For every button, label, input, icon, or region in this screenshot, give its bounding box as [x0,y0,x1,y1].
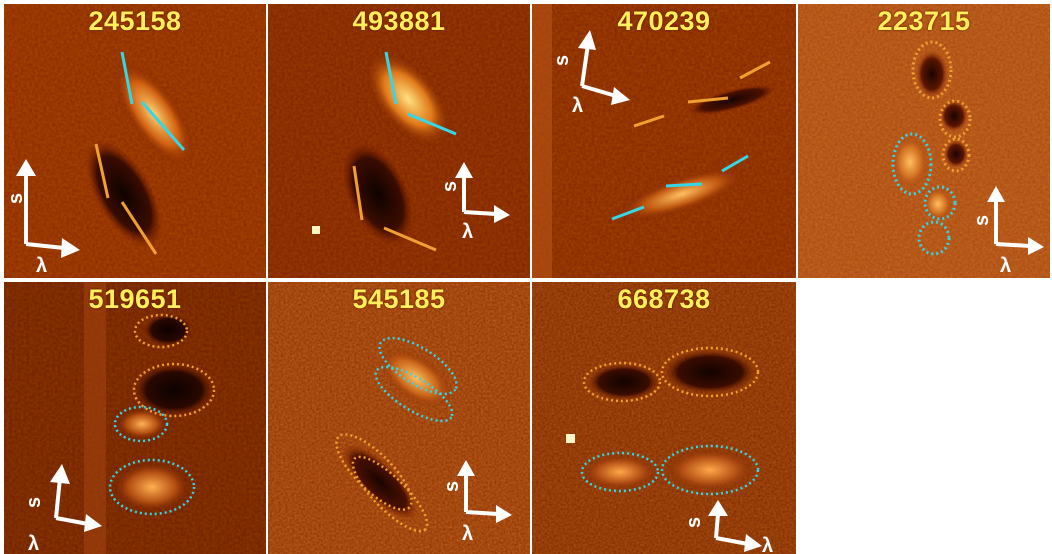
orange-slit-marker [633,114,665,128]
object-id: 493881 [352,6,446,36]
cyan-aperture-marker [113,405,169,443]
panel-668738: s λ 668738 [532,282,796,554]
orange-aperture-marker [938,99,972,139]
object-id: 223715 [877,6,971,36]
cyan-slit-marker [407,112,457,136]
spatial-axis-label: s [971,215,993,226]
wavelength-axis-label: λ [28,533,39,554]
spectrum-image [4,4,266,278]
cyan-aperture-marker [917,220,951,256]
wavelength-axis-label: λ [462,523,473,545]
orange-aperture-marker [941,137,971,173]
orange-aperture-marker [351,455,429,533]
spatial-axis-label: s [23,497,45,508]
orange-slit-marker [687,96,729,104]
orange-slit-marker [739,60,771,80]
orange-aperture-marker [911,40,953,100]
object-id: 668738 [617,284,711,314]
wavelength-axis-label: λ [762,535,773,554]
marker-overlay: s λ [891,40,1044,277]
object-id: 245158 [88,6,182,36]
spatial-axis-label: s [5,193,27,204]
cyan-slit-marker [384,51,398,105]
cyan-aperture-marker [660,444,760,496]
axis-compass [16,159,80,258]
marker-overlay: s λ [580,346,773,554]
axis-compass [987,186,1044,255]
spectrum-image [268,4,530,278]
panel-519651: s λ 519651 [4,282,266,554]
axis-compass [578,30,630,105]
spatial-axis-label: s [439,181,461,192]
wavelength-axis-label: λ [572,95,583,117]
axis-compass [708,500,762,552]
cyan-slit-marker [120,51,134,105]
orange-aperture-marker [660,346,760,398]
marker-overlay: s λ [551,30,771,221]
wavelength-axis-label: λ [36,255,47,277]
spatial-axis-label: s [551,55,573,66]
marker-overlay: s λ [5,51,186,277]
axis-compass [455,162,510,223]
orange-slit-marker [383,226,437,252]
object-id: 470239 [617,6,711,36]
cyan-slit-marker [611,205,645,221]
cyan-slit-marker [140,101,186,151]
cyan-slit-marker [665,182,703,188]
object-id: 545185 [352,284,446,314]
cyan-slit-marker [721,154,749,173]
cyan-aperture-marker [580,451,660,493]
cyan-aperture-marker [108,458,196,516]
cyan-aperture-marker [923,185,957,221]
panel-493881: s λ 493881 [268,4,530,278]
panel-470239: s λ 470239 [532,4,796,278]
spectrum-image [532,282,796,554]
spectrum-image [532,4,796,278]
marker-overlay: s λ [352,51,510,252]
orange-aperture-marker [335,433,413,511]
wavelength-axis-label: λ [462,221,473,243]
spectrum-image [268,282,530,554]
cyan-aperture-marker [378,336,458,396]
panel-245158: s λ 245158 [4,4,266,278]
orange-aperture-marker [582,361,662,403]
orange-aperture-marker [133,313,189,349]
panel-545185: s λ 545185 [268,282,530,554]
orange-slit-marker [120,201,158,255]
wavelength-axis-label: λ [1000,255,1011,277]
cyan-aperture-marker [891,132,933,196]
spectrum-image [798,4,1050,278]
spatial-axis-label: s [683,517,705,528]
spatial-axis-label: s [441,481,463,492]
object-id: 519651 [88,284,182,314]
axis-compass [50,464,102,532]
axis-compass [457,460,512,523]
panel-223715: s λ 223715 [798,4,1050,278]
marker-overlay: s λ [23,313,216,554]
orange-slit-marker [94,143,110,199]
orange-slit-marker [352,165,364,221]
orange-aperture-marker [132,362,216,418]
marker-overlay: s λ [335,336,512,545]
